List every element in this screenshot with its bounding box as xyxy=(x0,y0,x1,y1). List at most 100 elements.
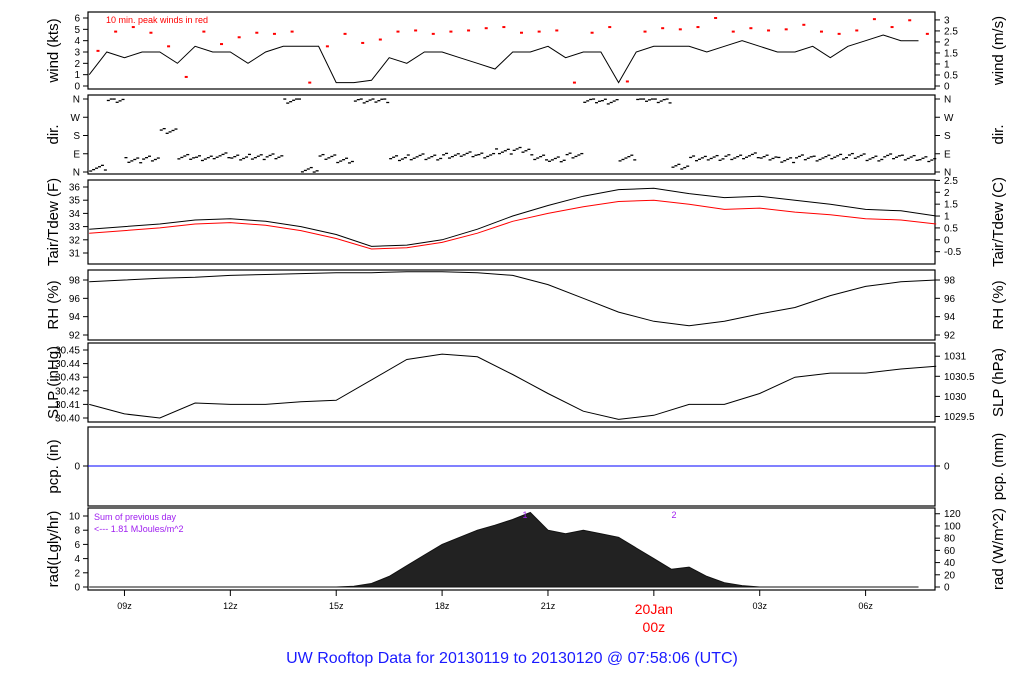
dir-point xyxy=(803,159,807,161)
dir-point xyxy=(909,156,913,158)
dir-point xyxy=(633,159,637,161)
x-tick-label: 15z xyxy=(329,601,344,611)
rh-tick-label: 98 xyxy=(69,276,81,287)
dir-point xyxy=(389,158,393,160)
tair-tick-label: 36 xyxy=(69,183,81,194)
dir-point xyxy=(271,153,275,155)
dir-point xyxy=(168,131,172,133)
dir-point xyxy=(906,157,910,160)
dir-point xyxy=(739,154,743,156)
wind-peak-point xyxy=(220,43,224,46)
tair-ylabel-right: Tair/Tdew (C) xyxy=(990,177,1007,267)
dir-point xyxy=(871,157,875,159)
dir-point xyxy=(789,157,793,159)
dir-point xyxy=(236,154,240,156)
dir-point xyxy=(256,155,260,157)
pcp-tick-label-right: 0 xyxy=(944,462,950,473)
dir-point xyxy=(121,98,125,101)
chart-title: UW Rooftop Data for 20130119 to 20130120… xyxy=(286,650,738,667)
dir-point xyxy=(183,155,187,157)
rad-tick-label: 6 xyxy=(74,540,80,551)
slp-tick-label: 30.44 xyxy=(55,359,80,370)
dir-point xyxy=(727,154,731,156)
dir-point xyxy=(212,158,216,160)
dir-point xyxy=(889,153,893,155)
dir-point xyxy=(383,98,387,100)
slp-tick-label-right: 1031 xyxy=(944,352,967,363)
slp-tick-label-right: 1030.5 xyxy=(944,372,975,383)
dir-point xyxy=(736,155,740,158)
dir-point xyxy=(215,156,219,158)
dir-point xyxy=(659,100,663,102)
dir-point xyxy=(497,152,501,155)
dir-point xyxy=(880,158,884,161)
dir-point xyxy=(697,158,701,160)
tair-series-line xyxy=(89,187,937,247)
dir-point xyxy=(350,160,354,163)
tair-tick-label: 33 xyxy=(69,222,81,233)
dir-point xyxy=(674,165,678,167)
dir-point xyxy=(224,152,228,154)
dir-point xyxy=(330,155,334,158)
dir-point xyxy=(289,101,293,103)
rad-series-area xyxy=(89,511,919,588)
dir-point xyxy=(862,153,866,155)
dir-point xyxy=(186,153,190,156)
wind-peak-point xyxy=(908,19,912,22)
dir-point xyxy=(771,157,775,160)
wind-peak-point xyxy=(590,31,594,34)
dir-point xyxy=(759,157,763,159)
tair-tick-label-right: -0.5 xyxy=(944,247,962,258)
dir-point xyxy=(792,161,796,164)
dir-point xyxy=(386,101,390,104)
dir-point xyxy=(265,156,269,158)
rad-tick-label: 2 xyxy=(74,568,80,579)
dir-point xyxy=(709,157,713,160)
wind-peak-point xyxy=(802,23,806,26)
wind-peak-point xyxy=(767,29,771,32)
rad-ylabel-right: rad (W/m^2) xyxy=(990,508,1007,590)
dir-point xyxy=(456,153,460,155)
dir-point xyxy=(103,169,107,171)
dir-point xyxy=(268,154,272,157)
dir-point xyxy=(712,156,716,158)
rad-note-value: <--- 1.81 MJoules/m^2 xyxy=(94,524,184,534)
dir-point xyxy=(809,156,813,158)
tair-tick-label-right: 1 xyxy=(944,212,950,223)
tair-tick-label-right: 0 xyxy=(944,235,950,246)
wind-tick-label: 3 xyxy=(74,48,80,59)
x-date-label: 20Jan xyxy=(635,601,673,617)
dir-point xyxy=(768,159,772,161)
dir-tick-label: E xyxy=(73,149,80,160)
dir-tick-label: N xyxy=(73,168,80,179)
dir-point xyxy=(92,168,96,171)
tair-tick-label-right: 2 xyxy=(944,188,950,199)
dir-point xyxy=(445,152,449,155)
dir-point xyxy=(221,153,225,156)
dir-point xyxy=(115,101,119,103)
dir-point xyxy=(409,159,413,161)
dir-point xyxy=(106,99,110,102)
dir-point xyxy=(509,153,513,155)
dir-point xyxy=(636,98,640,101)
slp-tick-label-right: 1029.5 xyxy=(944,412,975,423)
dir-point xyxy=(365,100,369,103)
wind-tick-label: 6 xyxy=(74,14,80,25)
dir-point xyxy=(277,156,281,158)
wind-tick-label-right: 2.5 xyxy=(944,26,958,37)
dir-point xyxy=(918,159,922,161)
dir-point xyxy=(859,154,863,157)
wind-peak-point xyxy=(749,27,753,30)
dir-point xyxy=(606,103,610,105)
dir-point xyxy=(924,156,928,158)
wind-peak-point xyxy=(625,80,629,83)
dir-point xyxy=(774,156,778,158)
dir-point xyxy=(297,98,301,100)
dir-point xyxy=(542,154,546,156)
dir-point xyxy=(418,154,422,157)
dir-point xyxy=(765,154,769,156)
dir-point xyxy=(130,160,134,162)
dir-point xyxy=(850,152,854,155)
dir-point xyxy=(206,157,210,159)
dir-point xyxy=(706,159,710,161)
